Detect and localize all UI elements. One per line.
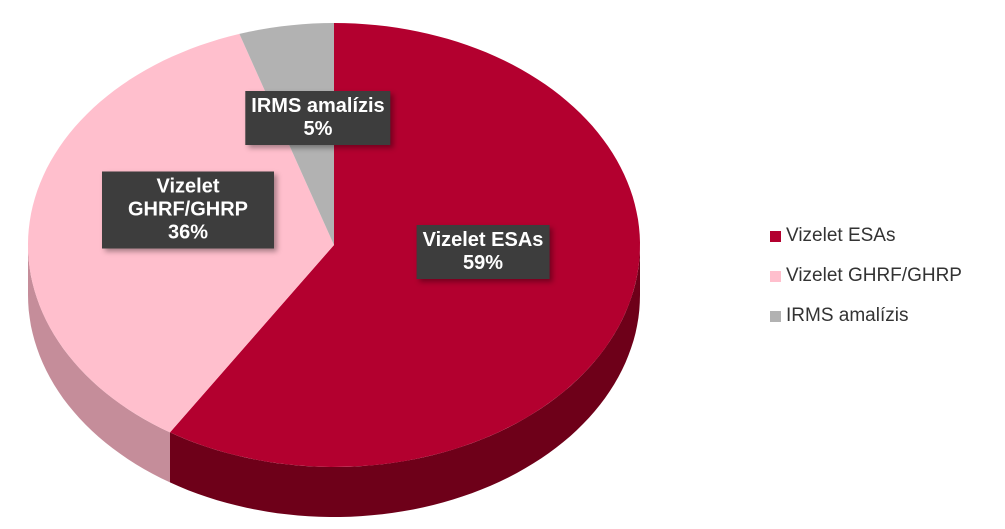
legend-label: Vizelet ESAs — [786, 225, 896, 246]
legend-label: IRMS amalízis — [786, 305, 909, 326]
slice-side — [28, 245, 170, 483]
data-label-category: Vizelet GHRF/GHRP — [128, 175, 248, 221]
legend-item: Vizelet GHRF/GHRP — [770, 265, 962, 287]
data-label: Vizelet ESAs 59% — [416, 225, 550, 279]
data-label-value: 36% — [167, 221, 209, 244]
data-label-value: 5% — [303, 118, 333, 140]
legend-label: Vizelet GHRF/GHRP — [786, 265, 962, 286]
slice-side — [170, 245, 640, 517]
pie-slice — [170, 23, 640, 467]
legend-swatch — [770, 230, 781, 242]
data-label-value: 59% — [462, 252, 504, 274]
data-label-category: IRMS amalízis — [251, 95, 385, 117]
legend-item: Vizelet ESAs — [770, 225, 895, 247]
data-label: IRMS amalízis 5% — [245, 91, 391, 145]
data-label: Vizelet GHRF/GHRP 36% — [102, 171, 274, 249]
legend-swatch — [770, 270, 781, 282]
data-label-category: Vizelet ESAs — [422, 229, 544, 251]
legend-item: IRMS amalízis — [770, 305, 908, 327]
legend-swatch — [770, 310, 781, 322]
